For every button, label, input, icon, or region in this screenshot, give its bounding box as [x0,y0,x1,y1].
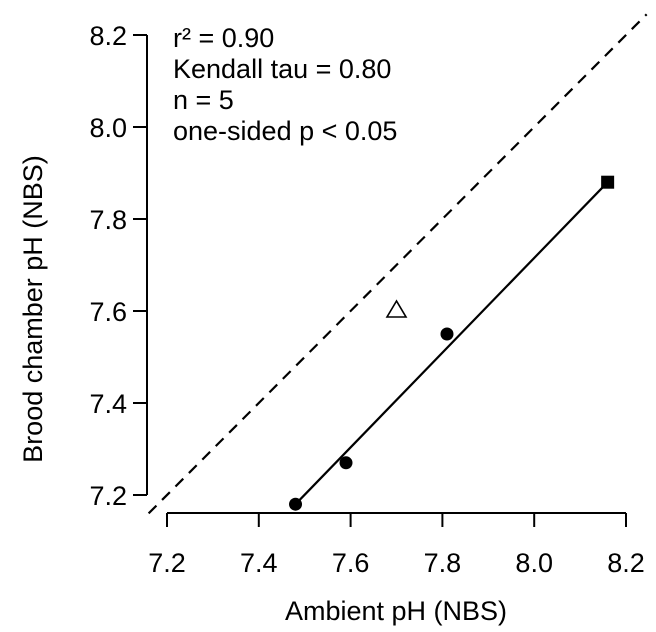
y-tick-label-7.6: 7.6 [89,297,127,327]
lines-layer [147,13,648,515]
x-tick-label-8.0: 8.0 [515,548,553,578]
one-to-one-reference-line [147,13,648,515]
annotation-kendall-tau: Kendall tau = 0.80 [173,54,391,84]
x-axis-title: Ambient pH (NBS) [285,596,507,626]
annotation-n: n = 5 [173,85,234,115]
points-layer [289,175,615,511]
x-tick-label-7.8: 7.8 [424,548,462,578]
data-point-5 [385,299,408,318]
y-tick-label-7.2: 7.2 [89,481,127,511]
regression-line [294,181,609,505]
x-tick-label-8.2: 8.2 [607,548,645,578]
annotation-r-squared: r² = 0.90 [173,23,274,53]
x-tick-label-7.6: 7.6 [332,548,370,578]
data-point-4 [601,175,615,189]
axes-layer: 7.2 7.4 7.6 7.8 8.0 8.2 7.2 7.4 7.6 7.8 8.0 8.2 [89,21,644,578]
y-tick-label-7.8: 7.8 [89,205,127,235]
x-tick-label-7.4: 7.4 [240,548,278,578]
y-tick-label-8.2: 8.2 [89,21,127,51]
data-point-1 [289,497,303,511]
y-tick-label-8.0: 8.0 [89,113,127,143]
y-tick-label-7.4: 7.4 [89,389,127,419]
data-point-3 [440,327,454,341]
data-point-2 [339,456,353,470]
annotation-p-value: one-sided p < 0.05 [173,116,397,146]
y-axis-title: Brood chamber pH (NBS) [18,155,48,463]
x-tick-label-7.2: 7.2 [148,548,186,578]
